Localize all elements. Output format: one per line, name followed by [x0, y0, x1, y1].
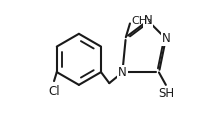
Text: CH₃: CH₃ [131, 16, 152, 26]
Text: N: N [144, 14, 152, 27]
Text: Cl: Cl [48, 84, 60, 98]
Text: N: N [118, 66, 127, 79]
Text: N: N [161, 32, 170, 45]
Text: SH: SH [158, 87, 174, 100]
